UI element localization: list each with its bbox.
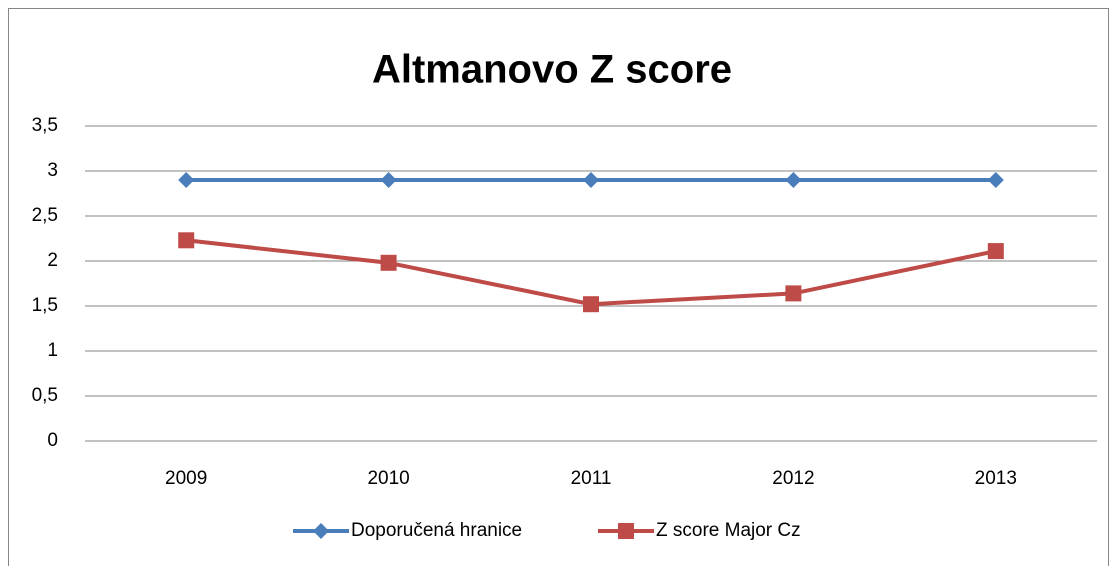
data-point [785,285,802,302]
x-tick-label: 2011 [571,468,612,489]
y-tick-label: 0,5 [32,385,58,406]
legend-label: Doporučená hranice [351,520,522,541]
legend-marker [618,523,634,539]
chart-border [8,8,1109,566]
legend-marker [313,523,329,539]
x-tick-label: 2012 [772,468,814,489]
data-point [987,243,1004,260]
x-tick-label: 2010 [367,468,409,489]
y-tick-label: 1,5 [32,295,58,316]
y-tick-label: 3,5 [32,115,58,136]
data-point [583,172,599,188]
y-tick-label: 2 [47,250,58,271]
data-point [178,172,195,188]
data-point [178,232,195,249]
data-point [380,254,397,271]
chart-title: Altmanovo Z score [372,48,732,92]
data-point [987,172,1004,188]
y-tick-label: 1 [47,340,58,361]
x-tick-label: 2009 [165,468,207,489]
data-point [785,172,802,188]
legend-label: Z score Major Cz [656,520,801,541]
y-tick-label: 2,5 [32,205,58,226]
data-point [380,172,397,188]
y-tick-label: 3 [47,160,58,181]
x-tick-label: 2013 [975,468,1017,489]
data-point [583,296,599,313]
y-tick-label: 0 [47,430,58,451]
